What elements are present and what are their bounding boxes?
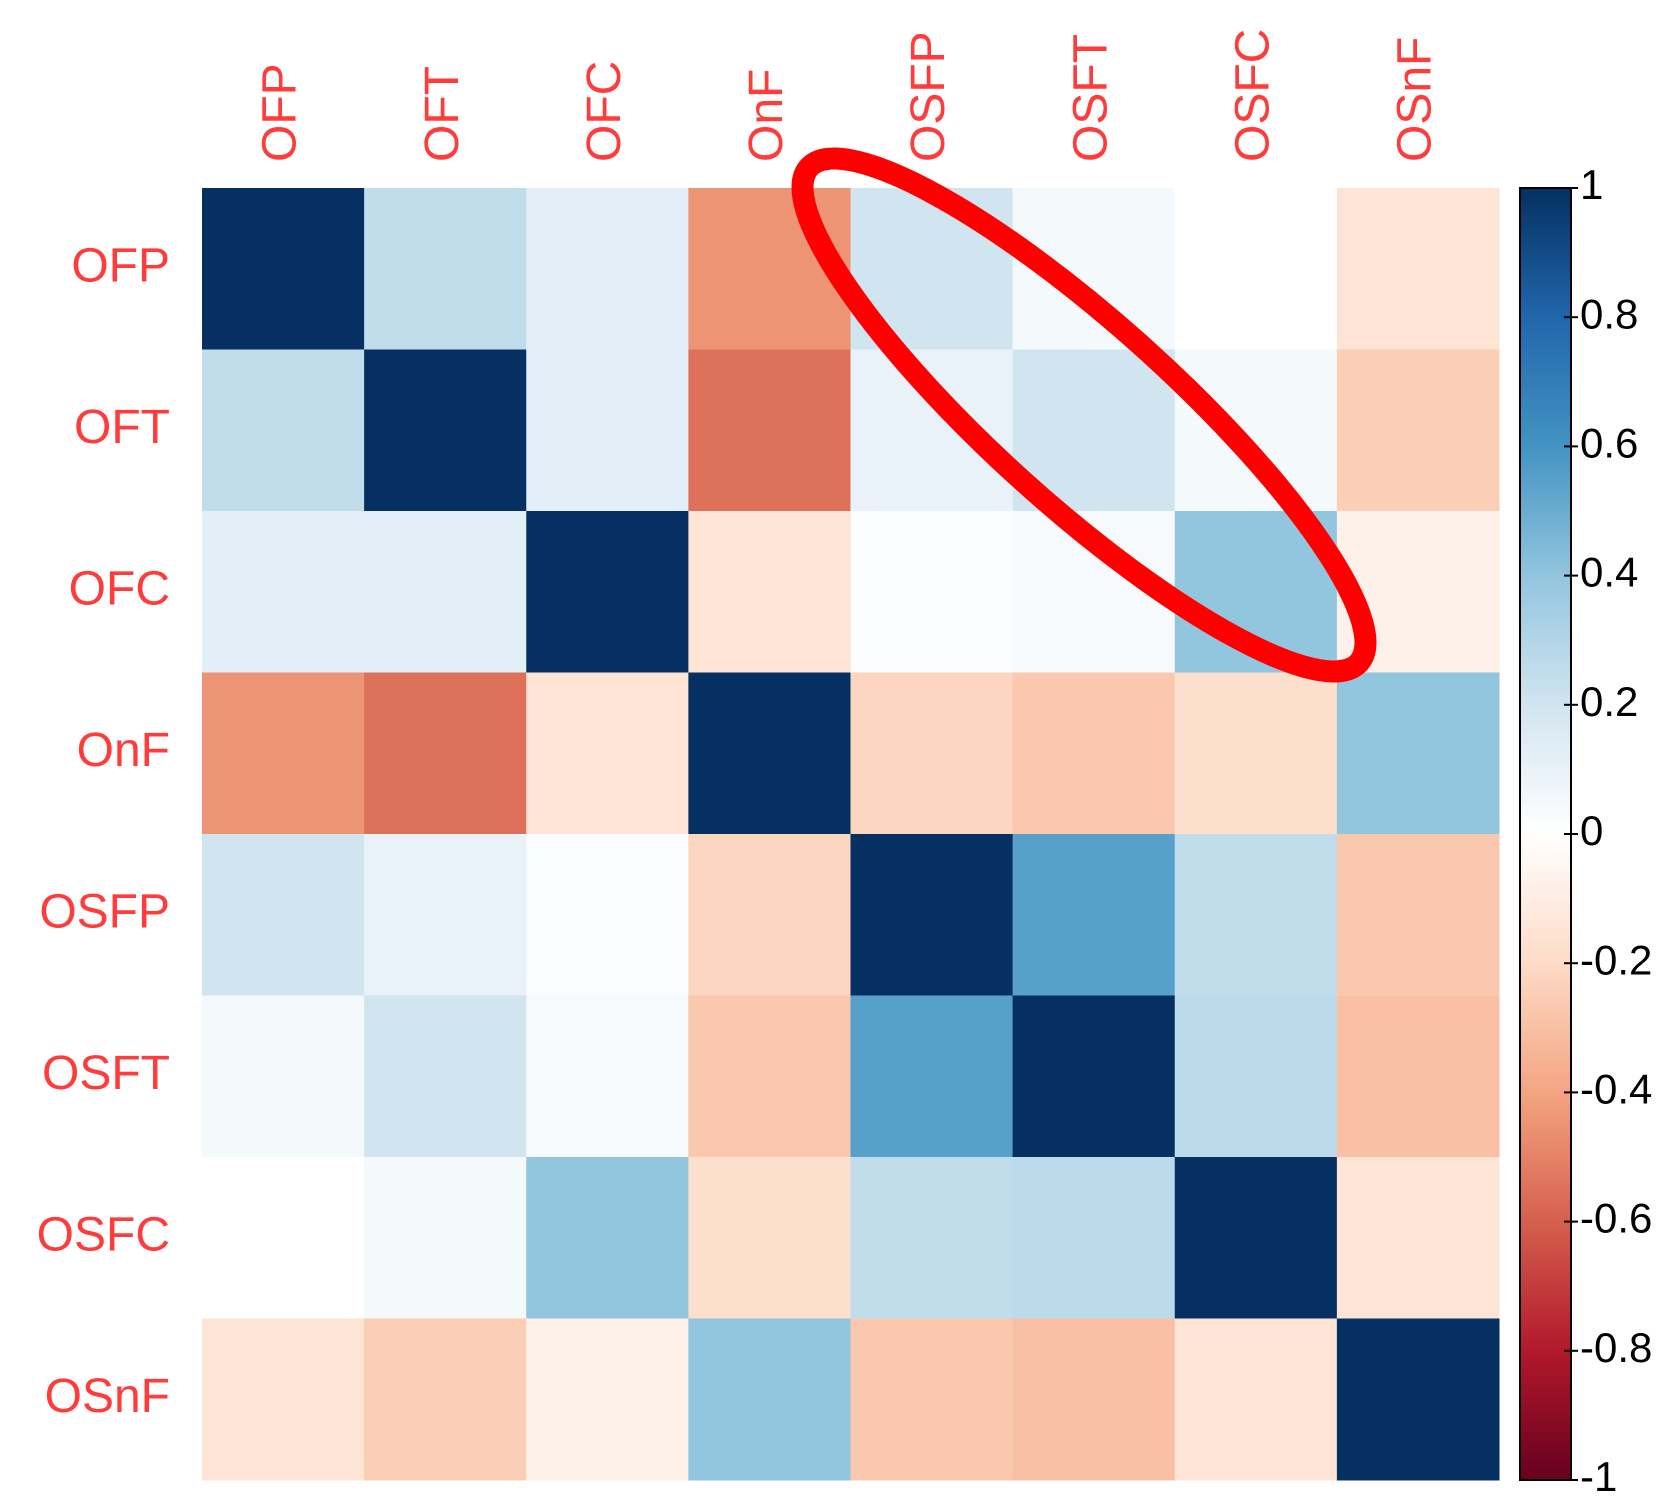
cell (688, 834, 851, 996)
cell (364, 1157, 527, 1319)
cell (688, 511, 851, 673)
cell (1012, 1157, 1176, 1319)
row-label: OnF (77, 724, 170, 777)
cell (364, 511, 527, 673)
cell (364, 188, 527, 350)
cell (526, 834, 689, 996)
row-label: OFP (71, 239, 170, 292)
cell (1174, 995, 1338, 1158)
cell (1012, 995, 1176, 1158)
cell (688, 672, 851, 835)
column-label: OSFP (902, 31, 955, 162)
cell (202, 834, 365, 996)
cell (526, 1157, 689, 1319)
row-label: OSFT (42, 1047, 170, 1100)
cell (202, 1318, 365, 1481)
colorbar-tick-label: 0 (1580, 807, 1603, 854)
row-label: OFC (69, 562, 170, 615)
column-label: OFP (254, 63, 307, 162)
cell (202, 349, 365, 512)
cell (1336, 834, 1500, 996)
cell (850, 834, 1014, 996)
row-label: OSFP (39, 885, 170, 938)
cell (1012, 834, 1176, 996)
cell (364, 672, 527, 835)
cell (364, 349, 527, 512)
heatmap (202, 188, 1500, 1481)
row-label: OFT (74, 401, 170, 454)
cell (1336, 672, 1500, 835)
cell (526, 1318, 689, 1481)
cell (850, 995, 1014, 1158)
colorbar-tick-label: -0.8 (1580, 1324, 1652, 1371)
cell (688, 1318, 851, 1481)
cell (1336, 188, 1500, 350)
cell (526, 672, 689, 835)
colorbar-tick-label: -1 (1580, 1453, 1617, 1500)
colorbar-tick-label: 1 (1580, 161, 1603, 208)
cell (1336, 1318, 1500, 1481)
cell (1174, 1157, 1338, 1319)
cell (1012, 672, 1176, 835)
cell (688, 349, 851, 512)
column-label: OSFC (1226, 29, 1279, 162)
row-label: OSnF (45, 1370, 170, 1423)
cell (364, 834, 527, 996)
cell (850, 672, 1014, 835)
cell (688, 1157, 851, 1319)
colorbar-tick-label: 0.8 (1580, 290, 1638, 337)
cell (526, 995, 689, 1158)
cell (202, 188, 365, 350)
cell (688, 995, 851, 1158)
highlight-ellipse (791, 147, 1377, 683)
cell (1174, 672, 1338, 835)
column-label: OnF (740, 69, 793, 162)
cell (202, 1157, 365, 1319)
cell (1174, 1318, 1338, 1481)
colorbar-tick-label: -0.4 (1580, 1065, 1652, 1112)
colorbar-tick-label: 0.2 (1580, 678, 1638, 725)
cell (1336, 349, 1500, 512)
column-label: OFT (416, 66, 469, 162)
column-label: OSnF (1389, 37, 1442, 162)
colorbar-tick-label: 0.4 (1580, 549, 1638, 596)
colorbar-tick-label: -0.6 (1580, 1195, 1652, 1242)
cell (526, 188, 689, 350)
cell (1336, 1157, 1500, 1319)
cell (1174, 834, 1338, 996)
cell (202, 995, 365, 1158)
cell (1174, 188, 1338, 350)
cell (850, 349, 1014, 512)
column-label: OSFT (1064, 34, 1117, 162)
cell (850, 511, 1014, 673)
cell (850, 1318, 1014, 1481)
colorbar (1519, 187, 1572, 1481)
cell (526, 511, 689, 673)
cell (526, 349, 689, 512)
cell (1336, 995, 1500, 1158)
row-label: OSFC (37, 1208, 170, 1261)
cell (364, 1318, 527, 1481)
column-label: OFC (578, 61, 631, 162)
cell (1012, 1318, 1176, 1481)
cell (202, 672, 365, 835)
colorbar-tick-label: 0.6 (1580, 419, 1638, 466)
cell (202, 511, 365, 673)
colorbar-tick-label: -0.2 (1580, 936, 1652, 983)
cell (1174, 349, 1338, 512)
cell (364, 995, 527, 1158)
cell (850, 1157, 1014, 1319)
